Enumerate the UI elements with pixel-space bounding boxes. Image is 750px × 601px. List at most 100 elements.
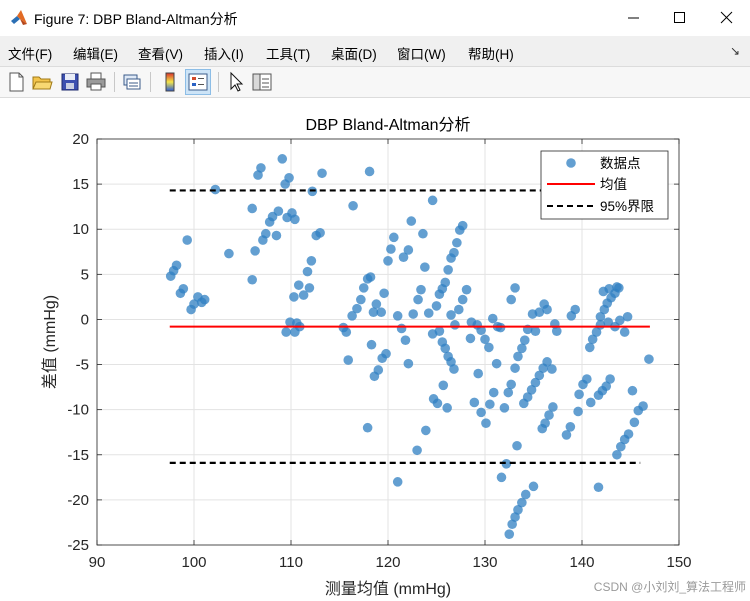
- print-icon[interactable]: [84, 70, 108, 94]
- data-point: [315, 228, 325, 238]
- data-point: [376, 307, 387, 318]
- data-point: [542, 357, 552, 367]
- data-point: [544, 410, 554, 420]
- data-point: [284, 172, 294, 183]
- property-inspector-icon[interactable]: [250, 70, 274, 94]
- data-point: [368, 307, 379, 318]
- data-point: [431, 301, 442, 311]
- data-point: [371, 299, 382, 309]
- open-file-icon[interactable]: [30, 70, 54, 94]
- link-axes-icon[interactable]: [120, 70, 144, 94]
- menu-view[interactable]: 查看(V): [138, 47, 183, 62]
- data-point: [629, 417, 640, 428]
- data-point: [612, 449, 622, 460]
- toolbar-separator: [218, 72, 219, 92]
- data-point: [408, 309, 419, 319]
- data-point: [304, 283, 315, 293]
- close-icon[interactable]: [704, 0, 750, 36]
- data-point: [542, 304, 552, 315]
- data-point: [528, 481, 539, 492]
- data-point: [178, 283, 189, 294]
- y-tick-label: -15: [67, 447, 89, 464]
- legend[interactable]: 数据点 均值 95%界限: [540, 150, 669, 220]
- y-tick-label: 5: [81, 266, 89, 283]
- data-point: [271, 230, 282, 241]
- data-point: [398, 252, 409, 262]
- legend-label-mean: 均值: [600, 177, 627, 192]
- data-point: [585, 397, 596, 408]
- data-point: [341, 327, 352, 337]
- legend-label-limits: 95%界限: [600, 199, 655, 214]
- dock-arrow-icon[interactable]: ↘: [729, 44, 740, 58]
- data-point: [587, 334, 598, 345]
- data-point: [418, 228, 428, 239]
- window-title: Figure 7: DBP Bland-Altman分析: [34, 11, 238, 27]
- x-tick-label: 140: [569, 554, 594, 571]
- data-point: [561, 430, 572, 440]
- data-point: [364, 166, 375, 177]
- data-point: [604, 283, 614, 294]
- data-point: [420, 262, 430, 272]
- data-point: [487, 313, 498, 324]
- data-point: [386, 244, 396, 254]
- data-point: [358, 283, 369, 293]
- menu-desktop[interactable]: 桌面(D): [331, 47, 377, 62]
- data-point: [615, 315, 625, 326]
- minimize-icon[interactable]: [611, 0, 657, 36]
- pointer-icon[interactable]: [224, 70, 248, 94]
- menu-window[interactable]: 窗口(W): [397, 47, 446, 62]
- y-tick-label: -25: [67, 537, 89, 554]
- data-point: [491, 358, 502, 369]
- maximize-icon[interactable]: [657, 0, 703, 36]
- data-point: [277, 154, 288, 164]
- data-point: [488, 387, 499, 398]
- data-point: [527, 309, 538, 319]
- data-point: [199, 294, 210, 305]
- data-point: [347, 311, 357, 321]
- data-point: [421, 425, 431, 436]
- legend-label-points: 数据点: [600, 156, 641, 171]
- data-point: [383, 256, 393, 266]
- data-point: [253, 170, 263, 180]
- data-point: [601, 381, 612, 392]
- data-point: [403, 245, 414, 255]
- menu-bar: 文件(F) 编辑(E) 查看(V) 插入(I) 工具(T) 桌面(D) 窗口(W…: [0, 36, 750, 66]
- data-point: [501, 459, 512, 469]
- data-point: [412, 445, 422, 456]
- data-point: [476, 407, 486, 418]
- new-figure-icon[interactable]: [4, 70, 28, 94]
- data-point: [189, 299, 199, 309]
- data-point: [517, 497, 527, 508]
- y-tick-label: 0: [81, 311, 89, 328]
- data-point: [540, 418, 550, 429]
- data-point: [644, 354, 654, 364]
- menu-help[interactable]: 帮助(H): [468, 47, 514, 62]
- menu-file[interactable]: 文件(F): [8, 47, 53, 62]
- menu-tools[interactable]: 工具(T): [266, 47, 311, 62]
- y-axis-label: 差值 (mmHg): [41, 295, 59, 389]
- ticks: [96, 138, 680, 546]
- data-point: [438, 380, 449, 391]
- data-point: [605, 374, 615, 384]
- data-point: [446, 357, 456, 367]
- data-point: [348, 200, 358, 211]
- data-point: [457, 220, 468, 231]
- colorbar-icon[interactable]: [158, 70, 182, 94]
- toolbar-separator: [150, 72, 151, 92]
- data-point: [416, 284, 426, 295]
- menu-edit[interactable]: 编辑(E): [73, 47, 118, 62]
- data-point: [450, 320, 460, 330]
- data-point: [473, 368, 484, 379]
- data-point: [622, 311, 633, 322]
- x-tick-label: 130: [472, 554, 497, 571]
- data-point: [522, 392, 533, 402]
- save-icon[interactable]: [58, 70, 82, 94]
- data-point: [365, 272, 376, 282]
- legend-icon[interactable]: [185, 69, 211, 95]
- y-tick-label: -10: [67, 402, 89, 419]
- data-point: [519, 335, 530, 345]
- data-point: [392, 477, 403, 487]
- menu-insert[interactable]: 插入(I): [204, 47, 244, 62]
- data-point: [584, 342, 595, 353]
- data-point: [392, 311, 403, 321]
